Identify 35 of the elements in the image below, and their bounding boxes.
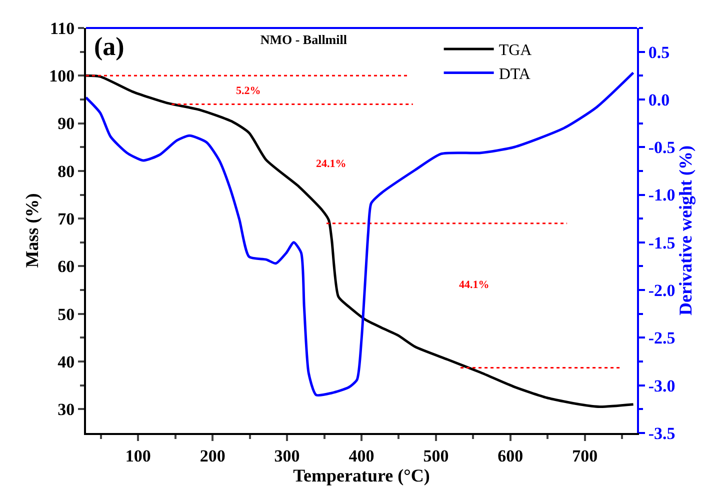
y2-tick-label: -3.0 [648, 376, 676, 396]
y-axis-title: Mass (%) [22, 193, 42, 268]
chart-title: NMO - Ballmill [260, 32, 348, 48]
x-axis-title: Temperature (°C) [293, 465, 430, 486]
x-tick-label: 500 [423, 446, 449, 466]
y2-tick-label: -1.5 [648, 233, 676, 252]
x-tick-label: 100 [125, 446, 151, 466]
annotation: 44.1% [459, 279, 490, 291]
x-tick-label: 700 [572, 446, 598, 466]
legend-label: DTA [498, 66, 531, 83]
y-tick-label: 80 [58, 162, 75, 181]
annotation: (a) [94, 32, 124, 61]
y-tick-label: 30 [58, 400, 75, 420]
y-tick-label: 60 [58, 257, 75, 276]
annotation: 24.1% [316, 158, 346, 170]
legend-label: TGA [498, 42, 532, 60]
y2-tick-label: -1.0 [648, 186, 676, 205]
x-tick-label: 600 [498, 446, 524, 466]
y2-axis-title: Derivative weight (%) [675, 146, 696, 316]
y2-tick-label: -2.5 [648, 328, 676, 348]
y2-tick-label: -0.5 [648, 138, 676, 158]
y2-tick-label: 0.0 [648, 90, 670, 110]
y-tick-label: 50 [58, 304, 75, 324]
y-tick-label: 100 [49, 66, 75, 86]
annotation: 5.2% [236, 85, 261, 97]
y-tick-label: 40 [58, 352, 75, 372]
x-tick-label: 300 [274, 446, 300, 466]
y-tick-label: 70 [58, 210, 75, 229]
y-tick-label: 110 [50, 18, 75, 38]
x-tick-label: 200 [200, 446, 226, 466]
y2-tick-label: -2.0 [648, 281, 676, 300]
y2-tick-label: 0.5 [648, 42, 670, 62]
x-tick-label: 400 [348, 446, 374, 466]
y2-tick-label: -3.5 [648, 424, 676, 443]
y-tick-label: 90 [58, 114, 75, 134]
